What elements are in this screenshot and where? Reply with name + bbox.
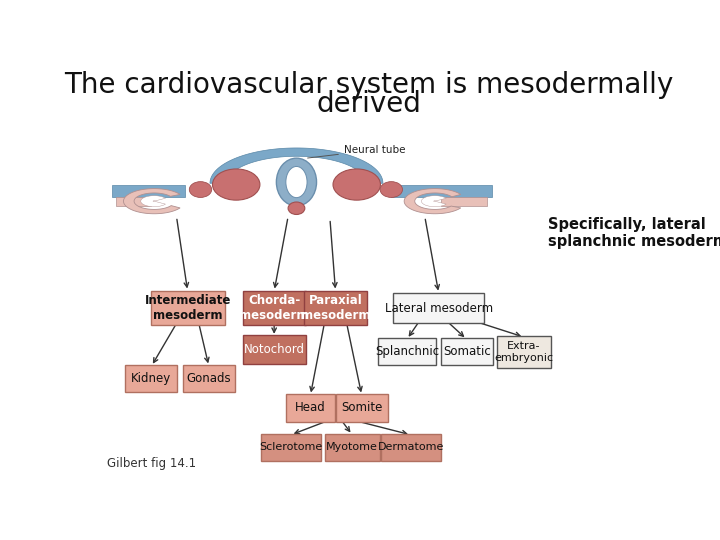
Ellipse shape	[380, 181, 402, 198]
Text: Gonads: Gonads	[186, 372, 231, 385]
Text: Lateral mesoderm: Lateral mesoderm	[384, 301, 492, 314]
PathPatch shape	[421, 195, 446, 207]
FancyBboxPatch shape	[286, 394, 335, 422]
FancyBboxPatch shape	[243, 291, 306, 325]
FancyBboxPatch shape	[391, 185, 492, 197]
FancyBboxPatch shape	[150, 291, 225, 325]
FancyBboxPatch shape	[336, 394, 387, 422]
Ellipse shape	[288, 202, 305, 214]
PathPatch shape	[404, 188, 461, 214]
FancyBboxPatch shape	[116, 197, 150, 206]
Text: Myotome: Myotome	[326, 442, 378, 453]
FancyBboxPatch shape	[125, 365, 177, 393]
Text: Paraxial
mesoderm: Paraxial mesoderm	[301, 294, 370, 322]
FancyBboxPatch shape	[243, 335, 306, 364]
Text: Somite: Somite	[341, 401, 382, 414]
Ellipse shape	[286, 166, 307, 198]
PathPatch shape	[124, 188, 180, 214]
Text: Somatic: Somatic	[443, 345, 490, 358]
FancyBboxPatch shape	[378, 338, 436, 366]
Text: Dermatome: Dermatome	[378, 442, 444, 453]
Text: Notochord: Notochord	[243, 343, 305, 356]
PathPatch shape	[210, 148, 383, 183]
Ellipse shape	[333, 169, 380, 200]
Text: The cardiovascular system is mesodermally: The cardiovascular system is mesodermall…	[64, 71, 674, 99]
FancyBboxPatch shape	[112, 185, 186, 197]
FancyBboxPatch shape	[183, 365, 235, 393]
Text: Gilbert fig 14.1: Gilbert fig 14.1	[107, 457, 196, 470]
PathPatch shape	[141, 195, 166, 207]
FancyBboxPatch shape	[325, 434, 379, 461]
FancyBboxPatch shape	[441, 197, 487, 206]
Text: Specifically, lateral
splanchnic mesoderm…: Specifically, lateral splanchnic mesoder…	[547, 217, 720, 249]
Ellipse shape	[189, 181, 212, 198]
Text: Kidney: Kidney	[131, 372, 171, 385]
Text: Head: Head	[295, 401, 325, 414]
Ellipse shape	[276, 158, 317, 206]
FancyBboxPatch shape	[381, 434, 441, 461]
FancyBboxPatch shape	[304, 291, 367, 325]
FancyBboxPatch shape	[441, 338, 492, 366]
FancyBboxPatch shape	[261, 434, 321, 461]
Text: derived: derived	[317, 90, 421, 118]
FancyBboxPatch shape	[393, 293, 485, 323]
Text: Splanchnic: Splanchnic	[375, 345, 439, 358]
Ellipse shape	[212, 169, 260, 200]
Text: Sclerotome: Sclerotome	[259, 442, 323, 453]
FancyBboxPatch shape	[498, 336, 551, 368]
Text: Chorda-
mesoderm: Chorda- mesoderm	[239, 294, 309, 322]
Text: Neural tube: Neural tube	[307, 145, 405, 158]
Text: Extra-
embryonic: Extra- embryonic	[495, 341, 554, 362]
Text: Intermediate
mesoderm: Intermediate mesoderm	[145, 294, 231, 322]
